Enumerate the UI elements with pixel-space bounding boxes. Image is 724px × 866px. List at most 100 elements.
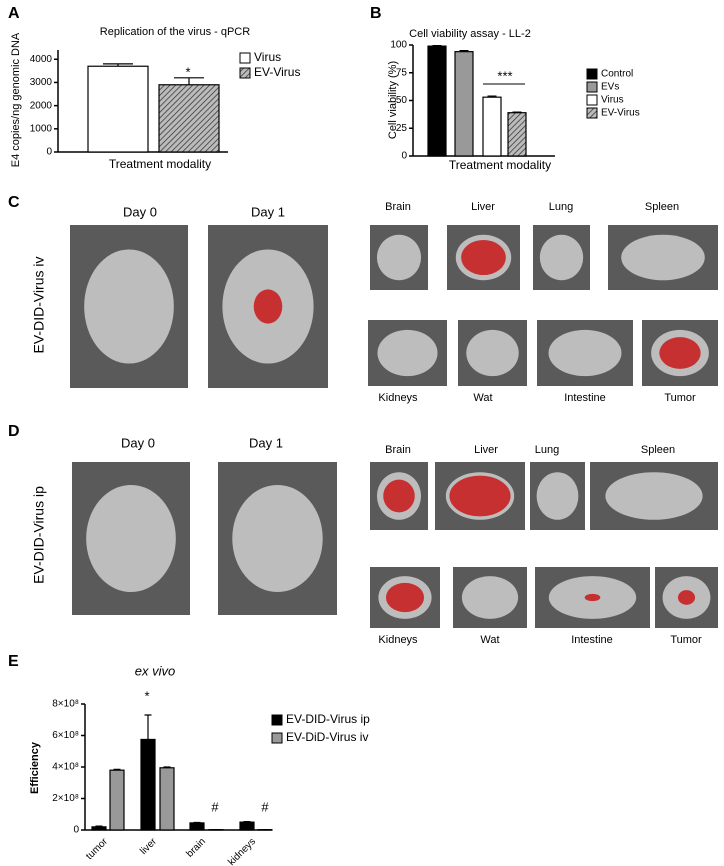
y-tick-label: 100 [390, 40, 407, 51]
error-bar [459, 49, 469, 52]
tissue [466, 329, 519, 377]
x-tick-label: tumor [84, 836, 110, 862]
legend-label: Virus [601, 95, 624, 106]
organ-image [535, 567, 650, 628]
organ-label: Tumor [664, 392, 696, 404]
legend-swatch [239, 52, 251, 64]
day-label: Day 1 [251, 204, 285, 219]
bar [507, 112, 527, 157]
organ-label: Liver [471, 201, 495, 213]
y-tick-label: 1000 [30, 123, 53, 134]
error-bar [512, 111, 522, 113]
organ-label: Lung [549, 201, 573, 213]
organ-label: Kidneys [378, 634, 418, 646]
fluorescence [383, 479, 415, 513]
error-bar [144, 714, 152, 740]
panel-letter: C [8, 194, 20, 211]
organ-label: Brain [385, 201, 411, 213]
y-tick-label: 6×10⁸ [52, 730, 79, 741]
organ-label: Intestine [571, 634, 613, 646]
bar [140, 738, 156, 831]
organ-image [458, 320, 527, 386]
y-axis-label: Cell viability (%) [387, 61, 399, 139]
organ-image [370, 567, 440, 628]
legend-swatch [586, 68, 598, 80]
organ-label: Lung [535, 444, 559, 456]
organ-image [642, 320, 718, 386]
day-label: Day 1 [249, 435, 283, 450]
tissue [536, 472, 579, 520]
organ-image [655, 567, 718, 628]
organ-label: Spleen [645, 201, 679, 213]
organ-label: Intestine [564, 392, 606, 404]
bar [158, 84, 220, 153]
y-tick-label: 3000 [30, 77, 53, 88]
bar [482, 96, 502, 157]
chart-title: Replication of the virus - qPCR [100, 26, 250, 38]
chart-title: Cell viability assay - LL-2 [409, 28, 531, 40]
legend-label: EV-DID-Virus ip [286, 712, 370, 726]
panel-letter: D [8, 423, 20, 440]
tissue [621, 234, 705, 281]
tissue [84, 249, 174, 364]
y-tick-label: 0 [73, 825, 79, 836]
organ-label: Liver [474, 444, 498, 456]
error-bar [174, 77, 204, 85]
error-bar [163, 766, 171, 768]
panel-letter: B [370, 5, 382, 22]
annotation: # [261, 799, 269, 814]
bar [87, 65, 149, 153]
y-tick-label: 2×10⁸ [52, 793, 79, 804]
annotation: * [144, 688, 149, 703]
legend-label: EV-DiD-Virus iv [286, 730, 368, 744]
panel-letter: A [8, 5, 20, 22]
legend-swatch [586, 107, 598, 119]
legend-label: EV-Virus [254, 65, 300, 79]
tissue [376, 234, 422, 281]
y-tick-label: 4×10⁸ [52, 762, 79, 773]
fluorescence [253, 289, 283, 324]
bar [109, 769, 125, 831]
legend-swatch [586, 94, 598, 106]
legend-label: Virus [254, 50, 281, 64]
y-tick-label: 4000 [30, 54, 53, 65]
y-tick-label: 25 [396, 123, 408, 134]
mouse-image [208, 225, 328, 388]
y-tick-label: 75 [396, 67, 408, 78]
fluorescence [659, 337, 701, 369]
fluorescence [584, 593, 601, 602]
bar [454, 51, 474, 157]
fluorescence [677, 590, 696, 605]
annotation: *** [497, 68, 512, 83]
fluorescence [461, 239, 506, 276]
x-tick-label: kidneys [226, 836, 258, 866]
tissue [605, 472, 703, 520]
error-bar [103, 63, 133, 67]
mouse-image [218, 462, 337, 615]
tissue [377, 329, 438, 377]
annotation: # [211, 799, 219, 814]
bar [427, 45, 447, 157]
panel-letter: E [8, 653, 19, 670]
legend-swatch [239, 67, 251, 79]
y-tick-label: 0 [46, 147, 52, 158]
organ-label: Wat [480, 634, 499, 646]
x-axis-label: Treatment modality [449, 158, 551, 172]
error-bar [487, 95, 497, 98]
bar [159, 767, 175, 831]
organ-image [537, 320, 633, 386]
organ-image [435, 462, 525, 530]
chart-title: ex vivo [135, 663, 175, 678]
organ-image [453, 567, 527, 628]
error-bar [113, 768, 121, 771]
bar [91, 826, 107, 831]
tissue [232, 484, 323, 593]
error-bar [95, 825, 103, 827]
organ-label: Tumor [670, 634, 702, 646]
legend-swatch [271, 714, 283, 726]
day-label: Day 0 [123, 204, 157, 219]
organ-image [608, 225, 718, 290]
organ-label: Brain [385, 444, 411, 456]
legend-label: Control [601, 69, 633, 80]
